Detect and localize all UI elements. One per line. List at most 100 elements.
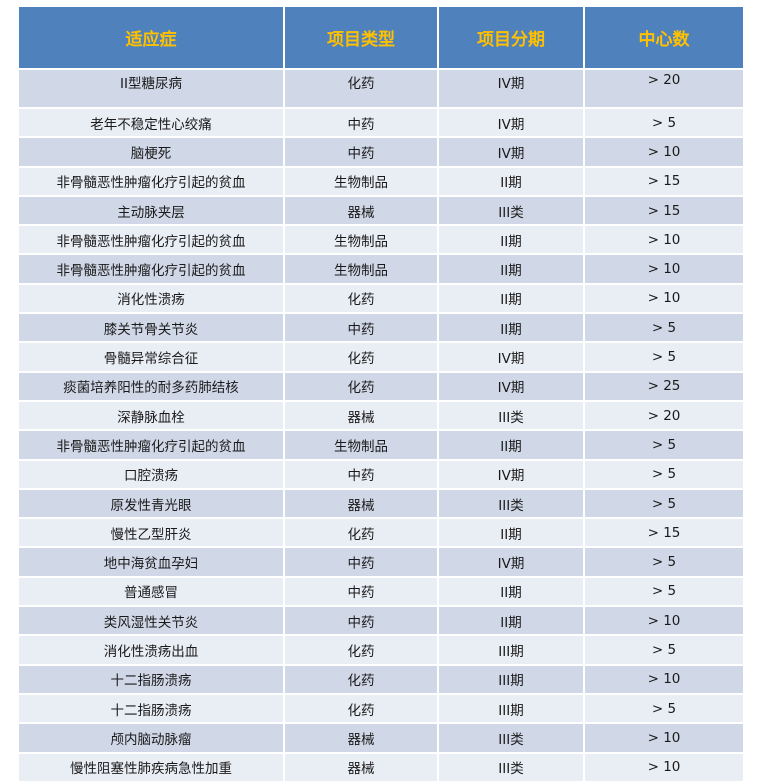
cell-project-type: 中药 bbox=[283, 136, 439, 168]
cell-project-phase: II期 bbox=[437, 165, 585, 197]
cell-center-count: > 25 bbox=[583, 370, 745, 402]
cell-project-phase: II期 bbox=[437, 605, 585, 637]
cell-center-count: > 5 bbox=[583, 634, 745, 666]
table-row: 主动脉夹层 器械 III类 > 15 bbox=[17, 194, 745, 227]
cell-center-count: > 5 bbox=[583, 692, 745, 725]
cell-center-count: > 20 bbox=[583, 68, 745, 109]
cell-indication: 骨髓异常综合征 bbox=[17, 341, 285, 373]
cell-center-count: > 5 bbox=[583, 341, 745, 373]
cell-indication: 地中海贫血孕妇 bbox=[17, 546, 285, 578]
cell-project-phase: II期 bbox=[437, 253, 585, 285]
cell-indication: II型糖尿病 bbox=[17, 68, 285, 109]
cell-project-type: 中药 bbox=[283, 546, 439, 578]
header-center-count: 中心数 bbox=[583, 5, 745, 70]
cell-project-phase: II期 bbox=[437, 517, 585, 549]
cell-project-type: 生物制品 bbox=[283, 165, 439, 197]
table-row: 慢性乙型肝炎 化药 II期 > 15 bbox=[17, 517, 745, 549]
cell-project-phase: II期 bbox=[437, 575, 585, 608]
cell-indication: 颅内脑动脉瘤 bbox=[17, 722, 285, 754]
cell-project-phase: IV期 bbox=[437, 458, 585, 490]
cell-project-type: 器械 bbox=[283, 194, 439, 227]
cell-center-count: > 10 bbox=[583, 722, 745, 754]
table-row: 原发性青光眼 器械 III类 > 5 bbox=[17, 487, 745, 520]
cell-project-type: 中药 bbox=[283, 458, 439, 490]
table-row: 类风湿性关节炎 中药 II期 > 10 bbox=[17, 605, 745, 637]
table-row: 地中海贫血孕妇 中药 IV期 > 5 bbox=[17, 546, 745, 578]
table-row: 非骨髓恶性肿瘤化疗引起的贫血 生物制品 II期 > 5 bbox=[17, 429, 745, 461]
cell-indication: 膝关节骨关节炎 bbox=[17, 312, 285, 344]
cell-indication: 普通感冒 bbox=[17, 575, 285, 608]
header-row: 适应症 项目类型 项目分期 中心数 bbox=[17, 5, 745, 70]
cell-project-phase: III类 bbox=[437, 399, 585, 432]
cell-project-phase: IV期 bbox=[437, 370, 585, 402]
cell-center-count: > 10 bbox=[583, 663, 745, 695]
cell-project-phase: III期 bbox=[437, 663, 585, 695]
cell-center-count: > 20 bbox=[583, 399, 745, 432]
cell-project-phase: IV期 bbox=[437, 136, 585, 168]
cell-center-count: > 5 bbox=[583, 487, 745, 520]
cell-center-count: > 5 bbox=[583, 458, 745, 490]
cell-indication: 十二指肠溃疡 bbox=[17, 692, 285, 725]
cell-project-type: 化药 bbox=[283, 282, 439, 315]
table-row: 脑梗死 中药 IV期 > 10 bbox=[17, 136, 745, 168]
cell-project-type: 化药 bbox=[283, 341, 439, 373]
cell-center-count: > 10 bbox=[583, 253, 745, 285]
cell-project-phase: IV期 bbox=[437, 341, 585, 373]
cell-indication: 脑梗死 bbox=[17, 136, 285, 168]
cell-project-type: 生物制品 bbox=[283, 253, 439, 285]
cell-indication: 非骨髓恶性肿瘤化疗引起的贫血 bbox=[17, 165, 285, 197]
cell-indication: 非骨髓恶性肿瘤化疗引起的贫血 bbox=[17, 224, 285, 256]
cell-project-phase: III期 bbox=[437, 692, 585, 725]
cell-indication: 慢性阻塞性肺疾病急性加重 bbox=[17, 751, 285, 783]
trials-table: 适应症 项目类型 项目分期 中心数 II型糖尿病 化药 IV期 > 20 老年不稳定性心… bbox=[17, 5, 745, 783]
cell-project-phase: II期 bbox=[437, 224, 585, 256]
cell-project-type: 器械 bbox=[283, 487, 439, 520]
header-project-type: 项目类型 bbox=[283, 5, 439, 70]
table-row: 颅内脑动脉瘤 器械 III类 > 10 bbox=[17, 722, 745, 754]
cell-project-type: 中药 bbox=[283, 575, 439, 608]
cell-center-count: > 15 bbox=[583, 165, 745, 197]
table-row: 深静脉血栓 器械 III类 > 20 bbox=[17, 399, 745, 432]
cell-project-type: 器械 bbox=[283, 399, 439, 432]
cell-project-type: 器械 bbox=[283, 722, 439, 754]
cell-project-type: 器械 bbox=[283, 751, 439, 783]
table-row: 消化性溃疡出血 化药 III期 > 5 bbox=[17, 634, 745, 666]
cell-project-type: 中药 bbox=[283, 312, 439, 344]
table-row: 十二指肠溃疡 化药 III期 > 10 bbox=[17, 663, 745, 695]
cell-project-phase: IV期 bbox=[437, 68, 585, 109]
cell-indication: 类风湿性关节炎 bbox=[17, 605, 285, 637]
cell-project-type: 化药 bbox=[283, 663, 439, 695]
cell-indication: 痰菌培养阳性的耐多药肺结核 bbox=[17, 370, 285, 402]
cell-project-phase: II期 bbox=[437, 429, 585, 461]
cell-project-phase: III期 bbox=[437, 634, 585, 666]
table-row: 普通感冒 中药 II期 > 5 bbox=[17, 575, 745, 608]
cell-project-phase: III类 bbox=[437, 751, 585, 783]
table-row: 老年不稳定性心绞痛 中药 IV期 > 5 bbox=[17, 106, 745, 139]
cell-indication: 深静脉血栓 bbox=[17, 399, 285, 432]
cell-project-type: 化药 bbox=[283, 68, 439, 109]
cell-project-phase: III类 bbox=[437, 722, 585, 754]
cell-center-count: > 5 bbox=[583, 429, 745, 461]
cell-project-type: 化药 bbox=[283, 634, 439, 666]
cell-project-phase: II期 bbox=[437, 312, 585, 344]
cell-indication: 原发性青光眼 bbox=[17, 487, 285, 520]
table-row: 痰菌培养阳性的耐多药肺结核 化药 IV期 > 25 bbox=[17, 370, 745, 402]
table-row: 十二指肠溃疡 化药 III期 > 5 bbox=[17, 692, 745, 725]
header-indication: 适应症 bbox=[17, 5, 285, 70]
cell-center-count: > 10 bbox=[583, 136, 745, 168]
cell-project-type: 化药 bbox=[283, 370, 439, 402]
table-row: 慢性阻塞性肺疾病急性加重 器械 III类 > 10 bbox=[17, 751, 745, 783]
table-row: 非骨髓恶性肿瘤化疗引起的贫血 生物制品 II期 > 10 bbox=[17, 253, 745, 285]
cell-indication: 消化性溃疡出血 bbox=[17, 634, 285, 666]
cell-center-count: > 5 bbox=[583, 546, 745, 578]
table-row: 非骨髓恶性肿瘤化疗引起的贫血 生物制品 II期 > 10 bbox=[17, 224, 745, 256]
table-row: 非骨髓恶性肿瘤化疗引起的贫血 生物制品 II期 > 15 bbox=[17, 165, 745, 197]
cell-project-type: 化药 bbox=[283, 517, 439, 549]
cell-center-count: > 10 bbox=[583, 224, 745, 256]
cell-indication: 十二指肠溃疡 bbox=[17, 663, 285, 695]
cell-center-count: > 10 bbox=[583, 282, 745, 315]
cell-project-phase: IV期 bbox=[437, 546, 585, 578]
cell-center-count: > 15 bbox=[583, 194, 745, 227]
header-project-phase: 项目分期 bbox=[437, 5, 585, 70]
cell-project-phase: II期 bbox=[437, 282, 585, 315]
